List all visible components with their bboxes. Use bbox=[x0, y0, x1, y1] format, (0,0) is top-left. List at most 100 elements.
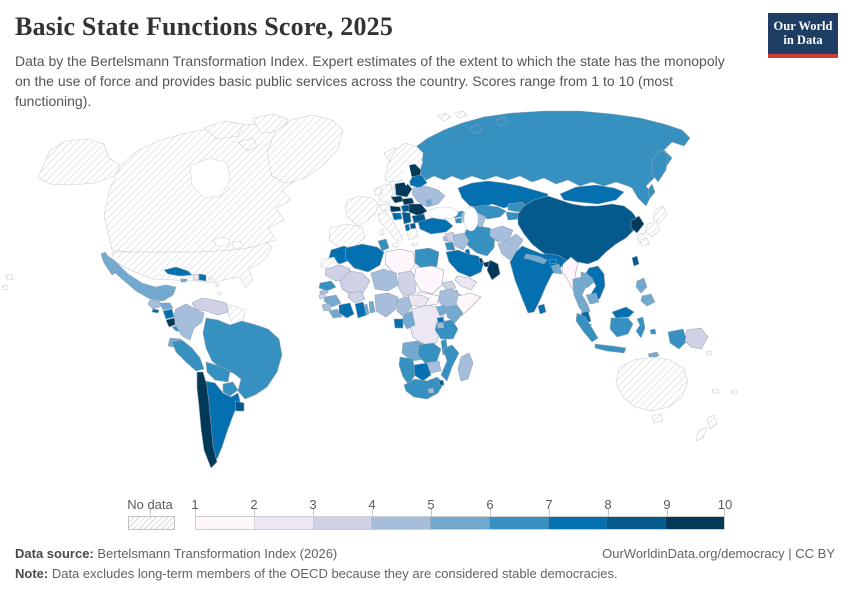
legend-bin-8[interactable] bbox=[607, 517, 667, 529]
world-choropleth-map[interactable] bbox=[0, 102, 850, 494]
country-indonesia-java[interactable] bbox=[594, 343, 627, 354]
country-qatar[interactable] bbox=[478, 257, 484, 264]
country-hawaii[interactable] bbox=[1, 284, 9, 291]
country-ukraine[interactable] bbox=[411, 185, 446, 208]
legend-color-bar[interactable] bbox=[195, 516, 725, 530]
country-burundi[interactable] bbox=[436, 322, 445, 329]
country-peru[interactable] bbox=[171, 339, 205, 372]
country-moldova[interactable] bbox=[425, 198, 433, 207]
country-croatia[interactable] bbox=[389, 205, 402, 213]
country-saudi-arabia[interactable] bbox=[445, 249, 485, 278]
owid-footer-link[interactable]: OurWorldinData.org/democracy | CC BY bbox=[602, 546, 835, 561]
country-timor-leste[interactable] bbox=[647, 351, 660, 359]
country-gabon[interactable] bbox=[393, 318, 404, 329]
country-turkey[interactable] bbox=[417, 217, 454, 235]
country-bhutan[interactable] bbox=[548, 258, 558, 265]
country-japan[interactable] bbox=[652, 205, 668, 224]
country-oman[interactable] bbox=[486, 259, 501, 281]
country-romania[interactable] bbox=[408, 203, 428, 217]
country-uruguay[interactable] bbox=[234, 400, 245, 412]
country-lebanon[interactable] bbox=[442, 235, 448, 242]
country-italy[interactable] bbox=[377, 211, 404, 243]
country-liberia[interactable] bbox=[328, 308, 343, 319]
country-niger[interactable] bbox=[370, 268, 399, 292]
country-lesser-antilles[interactable] bbox=[217, 291, 222, 296]
legend-bin-6[interactable] bbox=[489, 517, 549, 529]
country-hawaii[interactable] bbox=[5, 273, 14, 281]
country-jamaica[interactable] bbox=[180, 278, 188, 283]
country-sardinia[interactable] bbox=[379, 228, 385, 236]
country-kenya[interactable] bbox=[445, 304, 464, 324]
country-cuba[interactable] bbox=[163, 266, 193, 277]
country-mexico[interactable] bbox=[100, 251, 118, 276]
country-poland[interactable] bbox=[394, 181, 413, 198]
country-iberia[interactable] bbox=[328, 223, 366, 249]
country-eritrea[interactable] bbox=[441, 280, 457, 291]
country-russia[interactable] bbox=[647, 183, 656, 199]
country-sicily[interactable] bbox=[391, 242, 399, 248]
country-gambia[interactable] bbox=[319, 289, 329, 295]
country-philippines-luzon[interactable] bbox=[635, 277, 648, 294]
country-slovakia[interactable] bbox=[401, 197, 415, 206]
country-north-macedonia[interactable] bbox=[409, 222, 417, 230]
country-haiti[interactable] bbox=[192, 273, 200, 281]
country-arctic-islands[interactable] bbox=[203, 120, 244, 140]
country-egypt[interactable] bbox=[414, 247, 440, 272]
country-benin[interactable] bbox=[368, 300, 376, 314]
data-source-text[interactable]: Bertelsmann Transformation Index (2026) bbox=[93, 546, 338, 561]
country-el-salvador[interactable] bbox=[151, 308, 160, 314]
country-benelux[interactable] bbox=[373, 186, 383, 196]
country-jordan[interactable] bbox=[444, 241, 456, 251]
country-cote-divoire[interactable] bbox=[338, 302, 355, 319]
country-bangladesh[interactable] bbox=[550, 263, 563, 275]
country-libya[interactable] bbox=[384, 248, 416, 276]
country-eswatini[interactable] bbox=[438, 379, 445, 386]
country-sri-lanka[interactable] bbox=[537, 303, 547, 315]
country-pacific-islands[interactable] bbox=[705, 350, 713, 356]
legend-bin-3[interactable] bbox=[313, 517, 373, 529]
country-japan[interactable] bbox=[644, 221, 661, 238]
owid-logo[interactable]: Our World in Data bbox=[768, 13, 838, 58]
country-malaysia-borneo[interactable] bbox=[611, 306, 635, 319]
country-tunisia[interactable] bbox=[377, 238, 390, 252]
country-sudan[interactable] bbox=[413, 265, 445, 295]
country-russia[interactable] bbox=[651, 149, 669, 183]
country-cameroon[interactable] bbox=[396, 296, 413, 318]
country-zambia[interactable] bbox=[417, 342, 442, 364]
country-pacific-islands[interactable] bbox=[730, 389, 738, 395]
country-senegal[interactable] bbox=[318, 280, 337, 292]
country-cambodia[interactable] bbox=[585, 292, 600, 305]
country-united-states[interactable] bbox=[111, 241, 273, 289]
country-svalbard[interactable] bbox=[454, 110, 468, 119]
country-france[interactable] bbox=[344, 195, 379, 227]
country-yemen[interactable] bbox=[454, 275, 478, 291]
country-rwanda[interactable] bbox=[436, 316, 445, 323]
country-guatemala[interactable] bbox=[147, 299, 163, 310]
country-alaska[interactable] bbox=[37, 138, 121, 186]
country-honduras[interactable] bbox=[159, 302, 174, 311]
country-mexico[interactable] bbox=[107, 255, 177, 302]
country-svalbard[interactable] bbox=[436, 112, 452, 122]
country-arctic-islands[interactable] bbox=[237, 137, 259, 152]
country-indonesia-kalimantan[interactable] bbox=[609, 317, 634, 338]
country-papua-new-guinea[interactable] bbox=[684, 327, 709, 350]
legend-bin-5[interactable] bbox=[431, 517, 490, 529]
country-serbia[interactable] bbox=[401, 211, 412, 225]
country-kuwait[interactable] bbox=[464, 248, 471, 255]
country-somalia[interactable] bbox=[455, 292, 482, 317]
country-venezuela[interactable] bbox=[191, 297, 229, 316]
country-indonesia-papua[interactable] bbox=[667, 328, 688, 350]
country-indonesia-maluku[interactable] bbox=[649, 328, 657, 335]
country-dominican-republic[interactable] bbox=[198, 273, 207, 282]
country-madagascar[interactable] bbox=[457, 352, 474, 382]
country-crete[interactable] bbox=[411, 242, 419, 247]
country-colombia[interactable] bbox=[173, 303, 205, 341]
country-armenia[interactable] bbox=[454, 217, 463, 224]
country-bolivia[interactable] bbox=[205, 361, 231, 383]
country-new-zealand[interactable] bbox=[695, 426, 708, 442]
country-russia[interactable] bbox=[495, 116, 509, 127]
country-iraq[interactable] bbox=[452, 232, 470, 251]
country-philippines-mindanao[interactable] bbox=[640, 293, 656, 307]
country-indonesia-sulawesi[interactable] bbox=[635, 316, 646, 339]
country-pakistan[interactable] bbox=[497, 233, 524, 261]
